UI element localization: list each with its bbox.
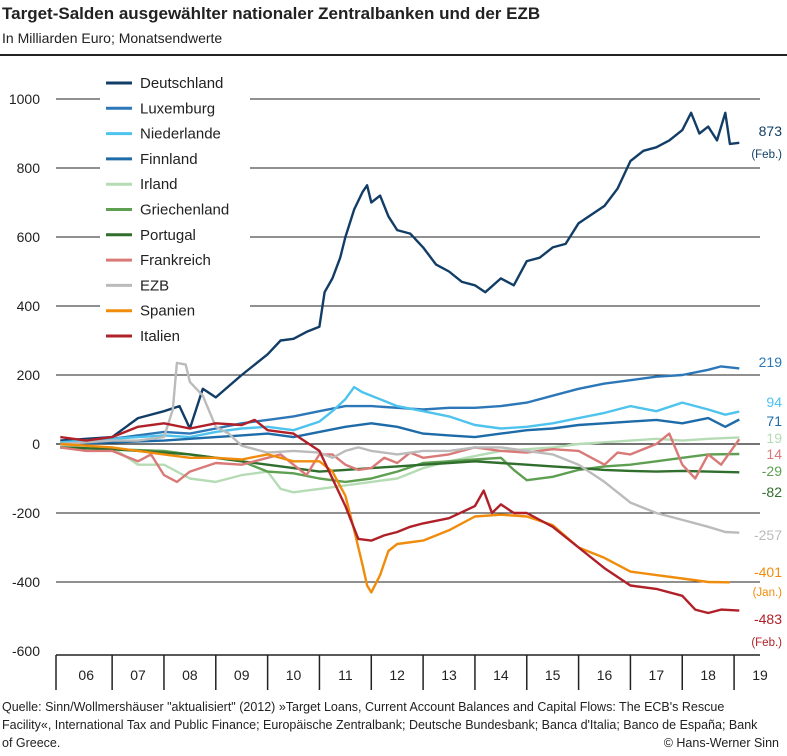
end-label-irland: 19	[766, 430, 782, 446]
series-line-niederlande	[60, 385, 740, 444]
end-label-italien: -483	[754, 611, 782, 627]
legend-label-italien: Italien	[140, 328, 180, 345]
x-tick-label: 14	[493, 667, 509, 683]
series-lines	[60, 111, 741, 615]
end-label-spanien: -401	[754, 564, 782, 580]
x-tick-label: 16	[597, 667, 613, 683]
series-line-frankreich	[60, 432, 741, 484]
legend-label-luxemburg: Luxemburg	[140, 100, 215, 117]
y-tick-label: 600	[17, 229, 41, 245]
chart-title: Target-Salden ausgewählter nationaler Ze…	[2, 4, 541, 23]
series-line-italien	[60, 418, 740, 615]
legend-label-griechenland: Griechenland	[140, 202, 229, 219]
x-tick-label: 08	[182, 667, 198, 683]
chart-subtitle: In Milliarden Euro; Monatsendwerte	[2, 30, 223, 46]
legend-label-frankreich: Frankreich	[140, 252, 211, 269]
line-chart: -600 -400 -200 0 200 400 600 800 1000 873 (Feb.) 2…	[8, 70, 783, 690]
series-line-irland	[60, 436, 740, 494]
end-label-niederlande: 94	[766, 394, 782, 410]
x-tick-label: 17	[649, 667, 665, 683]
y-tick-label: 0	[32, 436, 40, 452]
end-note-italien: (Feb.)	[751, 637, 782, 649]
copyright: © Hans-Werner Sinn	[663, 736, 779, 750]
end-label-frankreich: 14	[766, 446, 782, 462]
end-label-finnland: 71	[766, 413, 782, 429]
y-tick-label: 400	[17, 298, 41, 314]
x-tick-label: 10	[286, 667, 302, 683]
title-divider	[0, 54, 787, 56]
end-label-portugal: -82	[762, 484, 782, 500]
legend-label-deutschland: Deutschland	[140, 75, 223, 92]
legend-label-spanien: Spanien	[140, 303, 195, 320]
legend-label-ezb: EZB	[140, 277, 169, 294]
x-tick-label: 15	[545, 667, 561, 683]
series-line-spanien	[60, 442, 730, 594]
end-note-spanien: (Jan.)	[753, 587, 783, 599]
x-tick-label: 11	[338, 667, 353, 683]
end-label-ezb: -257	[754, 527, 782, 543]
y-tick-label: 800	[17, 160, 41, 176]
legend-label-portugal: Portugal	[140, 227, 196, 244]
end-label-deutschland: 873	[759, 123, 783, 139]
y-tick-label: -200	[12, 505, 40, 521]
legend-label-irland: Irland	[140, 176, 178, 193]
end-note-deutschland: (Feb.)	[751, 149, 782, 161]
series-line-deutschland	[60, 111, 740, 442]
x-tick-label: 09	[234, 667, 250, 683]
y-tick-label: -400	[12, 574, 40, 590]
x-tick-label: 19	[752, 667, 768, 683]
x-tick-label: 06	[78, 667, 94, 683]
x-tick-label: 18	[700, 667, 716, 683]
x-tick-label: 13	[441, 667, 457, 683]
series-line-finnland	[60, 416, 740, 446]
series-line-ezb	[60, 361, 740, 534]
x-axis: 06 07 08 09 10 11 12 13 14 15 16 17 18 19	[55, 654, 768, 690]
legend-label-finnland: Finnland	[140, 151, 198, 168]
legend-label-niederlande: Niederlande	[140, 126, 221, 143]
y-tick-label: 1000	[9, 91, 40, 107]
x-tick-label: 12	[389, 667, 405, 683]
x-tick-label: 07	[130, 667, 146, 683]
end-label-griechenland: -29	[762, 463, 782, 479]
legend: Deutschland Luxemburg Niederlande Finnland I…	[100, 70, 250, 352]
end-label-luxemburg: 219	[759, 354, 783, 370]
y-tick-label: -600	[12, 643, 40, 659]
y-axis-tick-labels: -600 -400 -200 0 200 400 600 800 1000	[9, 91, 40, 659]
source-note: Quelle: Sinn/Wollmershäuser "aktualisier…	[2, 700, 758, 750]
y-tick-label: 200	[17, 367, 41, 383]
series-line-luxemburg	[60, 365, 740, 444]
